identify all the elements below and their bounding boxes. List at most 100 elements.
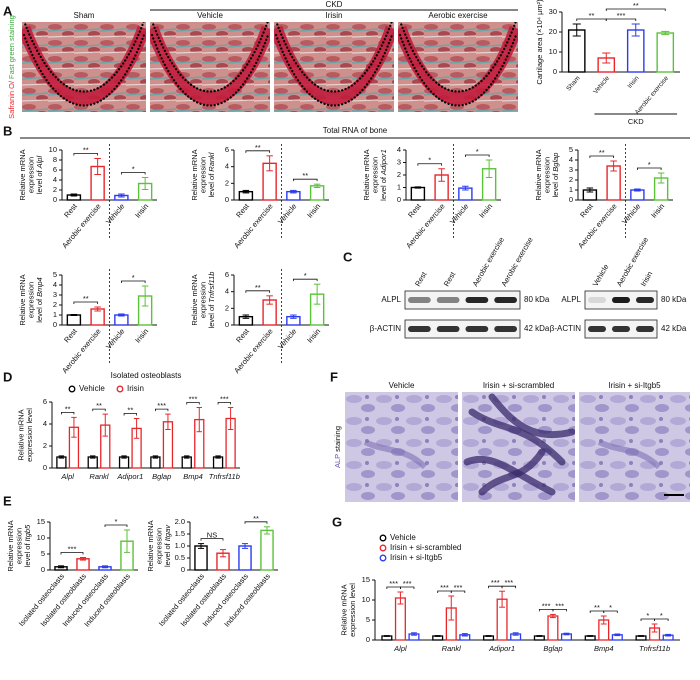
y-tick-label: 10	[549, 47, 557, 56]
x-tick-label: Bmp4	[183, 472, 203, 481]
y-tick-label: 2	[225, 303, 229, 312]
significance-bracket	[245, 150, 271, 153]
bar	[87, 456, 98, 469]
x-tick-label: Rankl	[89, 472, 109, 481]
x-tick-label: Irisin	[626, 75, 640, 90]
significance-label: **	[302, 171, 308, 180]
significance-bracket	[605, 8, 666, 11]
label-text: level of	[35, 169, 44, 194]
y-tick-label: 4	[397, 145, 401, 154]
y-tick-label: 8	[53, 155, 57, 164]
label-text: expression	[198, 157, 207, 193]
y-tick-label: 6	[225, 270, 229, 279]
histology-image	[274, 22, 394, 112]
y-tick-label: 6	[225, 145, 229, 154]
label-text: Relative mRNA	[362, 149, 371, 200]
significance-label: **	[83, 145, 89, 154]
label-text: Relative mRNA	[190, 149, 199, 200]
significance-label: ***	[617, 11, 626, 20]
band	[636, 326, 654, 332]
staining-image	[462, 392, 575, 502]
x-tick-label: Vehicle	[276, 327, 298, 351]
tissue	[345, 392, 458, 502]
significance-label: *	[476, 147, 479, 156]
y-axis-label: Cartilage area (×10⁴ μm²)	[535, 0, 544, 85]
label-text: level of	[23, 543, 32, 568]
protein-label: ALPL	[381, 295, 401, 304]
legend-marker	[379, 554, 387, 562]
bar	[410, 186, 426, 201]
significance-bracket	[104, 524, 128, 527]
significance-label: **	[589, 11, 595, 20]
bar	[118, 456, 130, 469]
significance-label: *	[660, 611, 663, 620]
y-axis-label: Relative mRNA	[190, 274, 199, 325]
legend-label: Irisin + si-scrambled	[390, 543, 461, 552]
band	[636, 297, 654, 303]
size-label: 42 kDa	[524, 324, 550, 333]
outline	[398, 33, 518, 107]
x-tick-label: Rest	[406, 201, 423, 219]
gene-name: Itgb5	[23, 524, 32, 542]
gene-name: Adipor1	[379, 149, 388, 176]
bar	[212, 456, 224, 469]
x-tick-label: Rankl	[442, 644, 462, 653]
y-tick-label: 4	[53, 175, 57, 184]
y-tick-label: 5	[569, 145, 573, 154]
band	[436, 326, 460, 332]
outline	[151, 22, 269, 93]
band	[465, 326, 489, 332]
y-tick-label: 6	[53, 165, 57, 174]
significance-label: **	[594, 603, 600, 612]
x-tick-label: Irisin	[305, 327, 322, 345]
significance-bracket	[200, 538, 224, 541]
outline	[22, 33, 146, 107]
image-label: Irisin	[326, 11, 343, 20]
stain-name: Safranin O/	[7, 80, 16, 119]
legend-label: Vehicle	[79, 384, 105, 393]
size-label: 80 kDa	[661, 295, 687, 304]
y-axis-label: expression level	[348, 583, 357, 637]
gene-name: Alpl	[35, 156, 44, 170]
significance-label: ***	[68, 545, 77, 554]
y-tick-label: 4	[569, 155, 573, 164]
panel-letter: D	[3, 369, 12, 384]
y-axis-label: level ofBmp4	[35, 277, 44, 322]
gene-name: Rankl	[207, 152, 216, 172]
y-tick-label: 5	[53, 270, 57, 279]
y-tick-label: 0	[181, 565, 185, 574]
y-axis-label: expression	[198, 157, 207, 193]
bar	[656, 32, 675, 73]
significance-bracket	[450, 590, 466, 593]
y-tick-label: 2	[397, 170, 401, 179]
outline	[399, 22, 517, 93]
significance-label: **	[83, 294, 89, 303]
x-tick-label: Rest	[62, 326, 79, 344]
size-label: 42 kDa	[661, 324, 687, 333]
label-text: Relative mRNA	[146, 520, 155, 571]
label-text: expression	[26, 282, 35, 318]
significance-label: *	[648, 160, 651, 169]
outline	[274, 33, 394, 107]
label-text: level of	[35, 298, 44, 323]
outline	[150, 33, 270, 107]
bar	[260, 529, 274, 571]
label-text: expression level	[348, 583, 357, 637]
y-tick-label: 0	[397, 195, 401, 204]
y-tick-label: 0	[553, 67, 557, 76]
gene-name: Itgav	[163, 524, 172, 542]
x-tick-label: Vehicle	[276, 202, 298, 226]
lane-label: Vehicle	[591, 263, 611, 288]
y-tick-label: 1.0	[175, 541, 185, 550]
x-tick-label: Vehicle	[592, 75, 611, 96]
group-label: CKD	[326, 0, 343, 9]
y-axis-label: level ofRankl	[207, 152, 216, 197]
y-tick-label: 5	[366, 615, 370, 624]
x-tick-label: Irisin	[305, 202, 322, 220]
legend-label: Irisin	[127, 384, 144, 393]
label-text: expression	[198, 282, 207, 318]
y-tick-label: 0	[53, 195, 57, 204]
y-axis-label: Relative mRNA	[190, 149, 199, 200]
cartilage	[22, 25, 146, 105]
tissue	[462, 392, 575, 502]
